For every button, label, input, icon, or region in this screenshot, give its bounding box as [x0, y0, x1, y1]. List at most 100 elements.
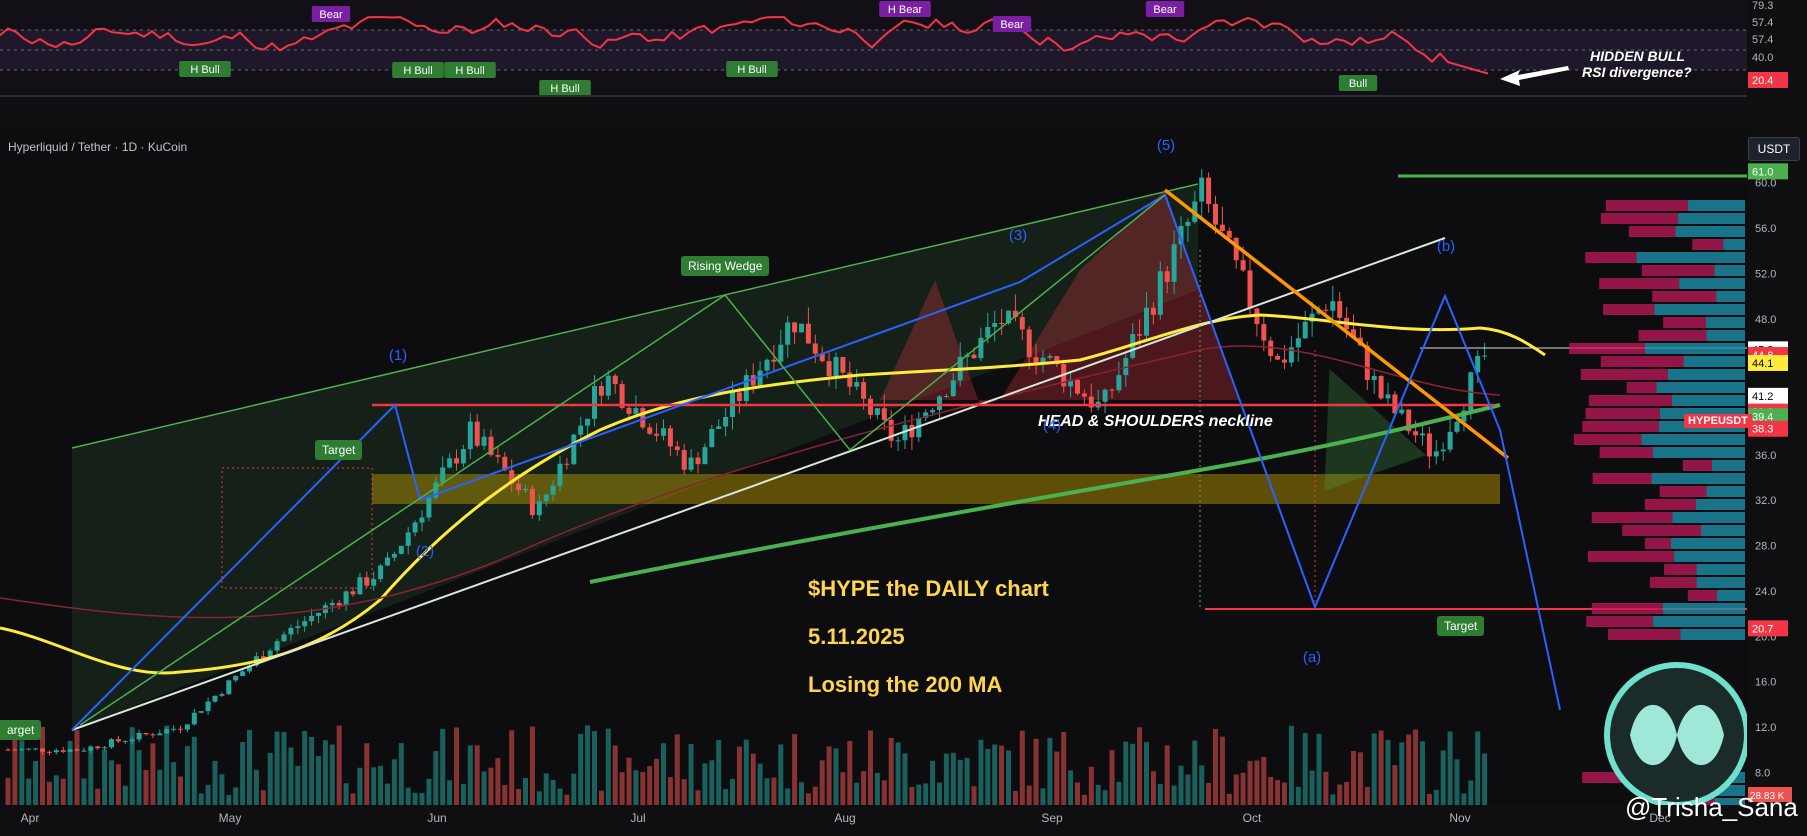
volume-bar [667, 777, 673, 805]
head-shoulders-fill [880, 190, 1240, 405]
lower-trendline [71, 237, 1446, 731]
profile-bar-down [1586, 616, 1654, 627]
wave-label: (5) [1157, 137, 1175, 154]
volume-bar [605, 728, 611, 805]
candle [1123, 351, 1129, 387]
volume-bar [1420, 741, 1425, 805]
wave-label: (1) [389, 347, 407, 364]
price-tick: 24.0 [1755, 586, 1776, 598]
candle [426, 494, 432, 522]
volume-bar [1213, 728, 1218, 805]
volume-bar [1371, 733, 1377, 805]
svg-text:20.4: 20.4 [1752, 75, 1773, 87]
volume-bar [164, 725, 170, 805]
volume-bar [895, 742, 901, 805]
main-title: $HYPE the DAILY chart [808, 576, 1050, 601]
volume-bar [1440, 750, 1446, 805]
price-tick: 56.0 [1755, 223, 1776, 235]
profile-bar-up [1714, 265, 1745, 276]
candle [391, 551, 397, 562]
volume-bar [171, 762, 177, 805]
candle [1454, 418, 1460, 434]
profile-bar-down [1664, 564, 1697, 575]
svg-text:H Bull: H Bull [190, 64, 219, 76]
volume-bar [467, 745, 473, 805]
candle [419, 509, 425, 532]
candle [592, 375, 597, 427]
volume-bar [295, 765, 301, 805]
volume-bar [184, 746, 190, 805]
axis-labels: 79.3 57.4 57.4 40.0 20.4 60.0 56.0 52.0 48.0 36.0… [21, 0, 1792, 825]
profile-bar-down [1603, 304, 1655, 315]
candle [799, 323, 804, 333]
volume-profile [1569, 200, 1745, 809]
volume-bar [1378, 730, 1384, 805]
svg-text:H Bull: H Bull [403, 65, 432, 77]
profile-bar-up [1651, 473, 1745, 484]
candle [1206, 172, 1212, 213]
candle [1075, 378, 1080, 396]
volume-bar [343, 783, 349, 805]
volume-bar [1088, 766, 1094, 805]
volume-bar [191, 736, 197, 805]
volume-bar [1054, 751, 1060, 805]
time-axis[interactable] [0, 805, 1747, 831]
candle [523, 484, 528, 494]
volume-bar [1185, 774, 1191, 805]
volume-bar [992, 744, 998, 805]
watermark-handle: @Trisha_Sana [1625, 792, 1798, 822]
rsi-signal-bear: Bear [1145, 1, 1185, 17]
profile-bar-up [1706, 330, 1745, 341]
profile-bar-up [1683, 356, 1745, 367]
rsi-signal-bear: H Bear [879, 1, 931, 17]
candle [509, 459, 515, 493]
volume-bar [26, 778, 32, 805]
candle [122, 740, 128, 745]
volume-bar [474, 745, 480, 805]
candle [1302, 310, 1308, 340]
volume-bar [1116, 781, 1122, 805]
volume-bar [812, 786, 818, 805]
volume-bar [950, 752, 956, 805]
volume-bar [329, 744, 335, 805]
volume-bar [385, 783, 390, 805]
volume-bar [916, 784, 922, 805]
time-tick: Jun [427, 811, 446, 825]
candle [564, 457, 570, 470]
volume-bar [454, 727, 459, 805]
volume-bar [12, 733, 18, 805]
volume-bar [778, 744, 784, 805]
volume-bar [150, 743, 156, 805]
candle [847, 361, 853, 396]
volume-bar [550, 779, 556, 805]
candle [805, 307, 811, 344]
volume-bar [74, 730, 80, 805]
candle [1385, 382, 1391, 404]
profile-bar-up [1688, 200, 1745, 211]
profile-bar-up [1706, 486, 1745, 497]
profile-bar-down [1569, 343, 1645, 354]
volume-bar [378, 765, 384, 805]
volume-bar [529, 726, 535, 805]
candle [495, 445, 501, 464]
volume-bar [1081, 794, 1087, 805]
candle [178, 725, 183, 734]
candle [316, 612, 321, 624]
volume-bar [109, 760, 114, 805]
candle [874, 408, 880, 420]
volume-bar [1261, 756, 1267, 805]
usdt-button[interactable]: USDT [1748, 137, 1800, 161]
price-tick: 52.0 [1755, 268, 1776, 280]
volume-bar [516, 788, 522, 805]
volume-bar [1364, 786, 1370, 805]
candle [612, 373, 618, 394]
profile-bar-down [1605, 200, 1689, 211]
volume-bar [840, 772, 846, 805]
main-panel [0, 130, 1747, 805]
volume-bar [240, 742, 246, 805]
candle [868, 395, 873, 420]
volume-bar [67, 740, 73, 805]
volume-bar [730, 778, 735, 805]
